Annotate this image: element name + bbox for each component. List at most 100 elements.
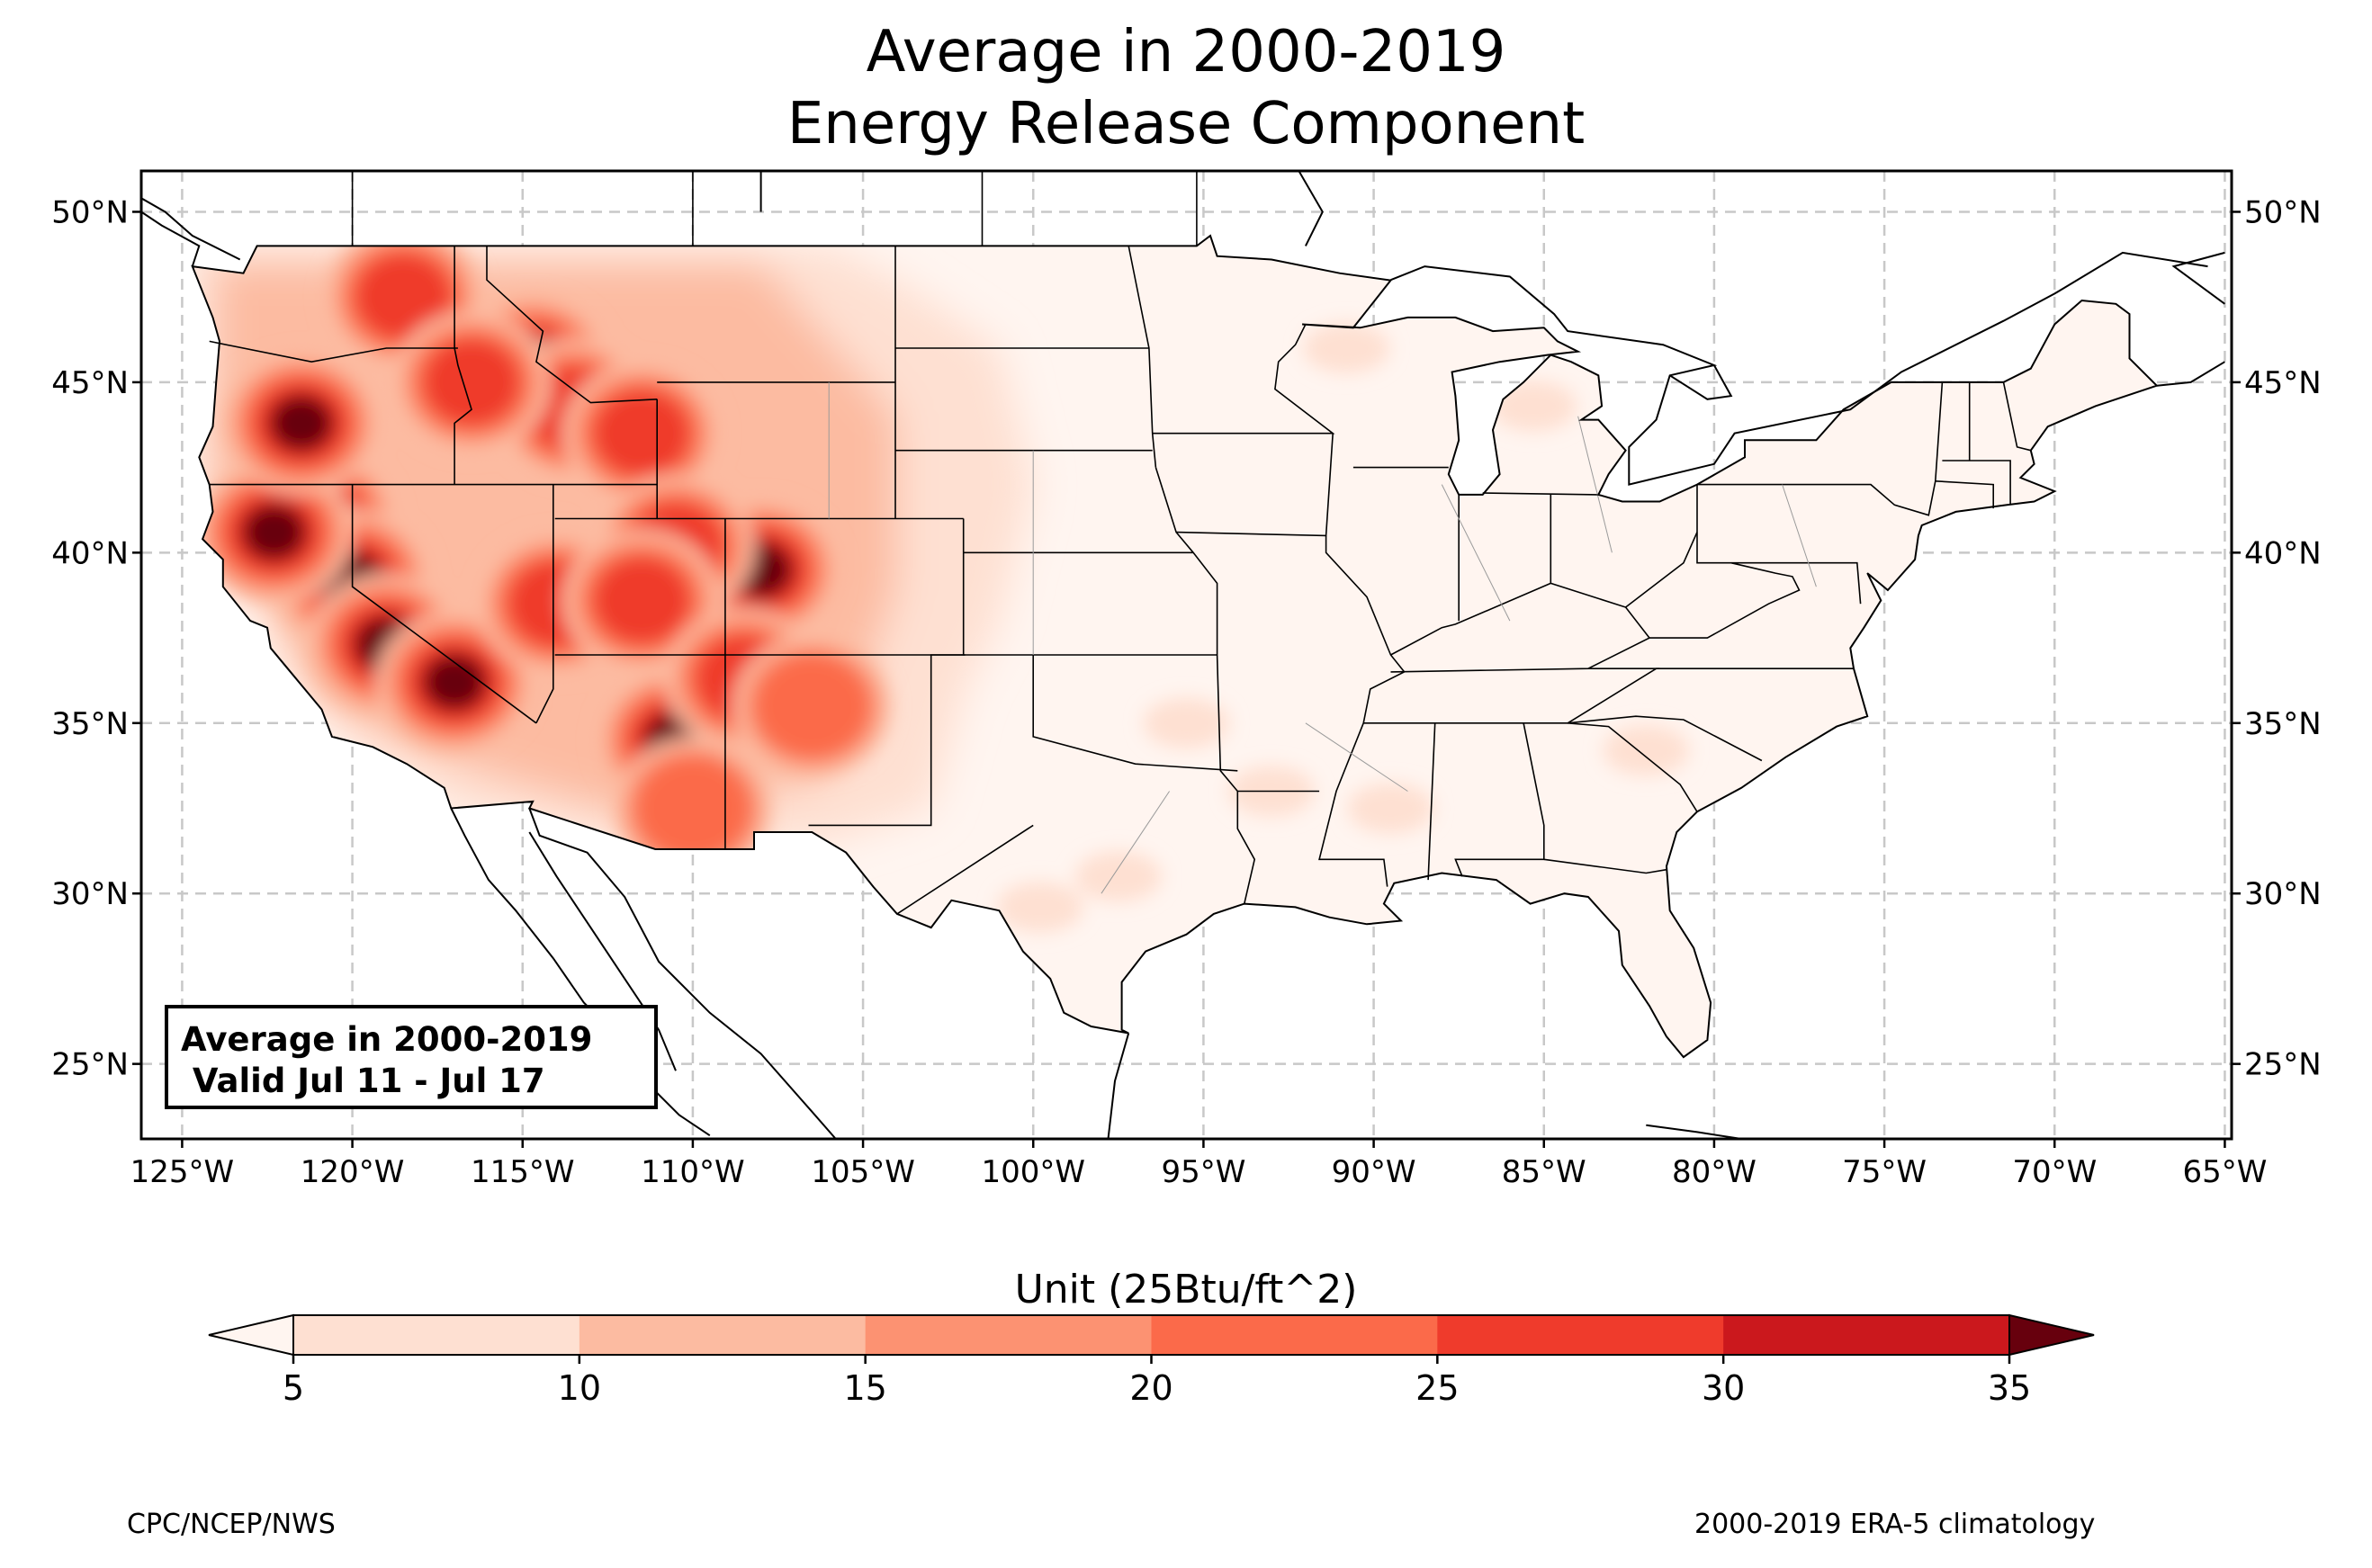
hotspot: [375, 611, 535, 754]
info-box-line-2: Valid Jul 11 - Jul 17: [181, 1062, 545, 1100]
lat-tick-label-right: 45°N: [2244, 365, 2322, 401]
coastline: [141, 197, 241, 261]
colorbar-tick-label: 10: [558, 1368, 601, 1408]
lon-tick-label: 95°W: [1161, 1154, 1245, 1190]
erc-field: [192, 236, 2157, 1058]
lon-tick-label: 75°W: [1842, 1154, 1927, 1190]
sub-boundary: [1441, 484, 1511, 622]
lon-tick-label: 80°W: [1672, 1154, 1757, 1190]
colorbar-tick-label: 20: [1129, 1368, 1173, 1408]
coastline: [2156, 361, 2225, 387]
hotspot-core: [424, 655, 486, 710]
lat-tick-label-left: 35°N: [51, 706, 129, 742]
map-axes: 125°W 120°W 115°W 110°W 105°W 100°W 95°W 90°W 85…: [51, 194, 2321, 1190]
hotspot: [221, 352, 381, 495]
state-boundary: [1128, 246, 1157, 468]
field-patch: [1347, 783, 1434, 834]
coastline: [1298, 171, 1324, 246]
hotspot-ring: [595, 390, 689, 476]
state-boundary: [1942, 460, 2011, 506]
state-boundary: [1935, 480, 1994, 509]
sub-boundary: [1305, 722, 1408, 792]
state-boundary: [1482, 492, 1599, 496]
lat-tick-label-left: 50°N: [51, 194, 129, 230]
state-boundary: [1697, 381, 1944, 516]
state-boundary: [2002, 381, 2031, 452]
sub-boundary: [1577, 416, 1613, 553]
state-boundary: [1543, 858, 1667, 874]
field-patch: [1074, 851, 1162, 902]
map-frame: [139, 169, 2233, 1141]
lon-tick-label: 100°W: [981, 1154, 1085, 1190]
footer-climatology: 2000-2019 ERA-5 climatology: [1694, 1509, 2096, 1540]
hotspot-ring: [634, 756, 750, 861]
state-boundaries: [209, 246, 2031, 915]
footer-source: CPC/NCEP/NWS: [127, 1509, 336, 1540]
colorbar-tick-label: 5: [283, 1368, 304, 1408]
lon-tick-label: 125°W: [130, 1154, 235, 1190]
colorbar-segment: [1723, 1315, 2010, 1355]
lon-tick-label: 90°W: [1332, 1154, 1416, 1190]
state-boundary: [896, 824, 1034, 915]
colorbar-over-arrow: [2008, 1313, 2095, 1357]
chart-title-line-1: Average in 2000-2019: [866, 19, 1506, 85]
lon-tick-label: 70°W: [2012, 1154, 2097, 1190]
coastline: [1390, 251, 2208, 486]
state-boundary: [454, 246, 472, 485]
colorbar-tick-label: 35: [1988, 1368, 2031, 1408]
coastline: [528, 808, 837, 1139]
field-patch: [996, 882, 1083, 933]
colorbar-segment: [579, 1315, 867, 1355]
state-boundary: [1216, 654, 1256, 904]
state-boundary: [351, 484, 537, 724]
hotspot-core: [270, 396, 332, 451]
state-boundary: [1649, 561, 1801, 639]
info-box-line-1: Average in 2000-2019: [181, 1020, 593, 1059]
hotspot: [391, 310, 551, 454]
lon-tick-label: 110°W: [641, 1154, 745, 1190]
state-boundary: [1625, 532, 1698, 608]
lat-tick-label-right: 50°N: [2244, 194, 2322, 230]
lon-tick-label: 105°W: [811, 1154, 915, 1190]
hotspot: [562, 529, 722, 672]
hotspot-ring: [356, 255, 451, 339]
lat-tick-label-left: 30°N: [51, 876, 129, 912]
coastline: [450, 808, 711, 1137]
colorbar-segment: [1151, 1315, 1438, 1355]
field-patch: [1303, 323, 1390, 374]
lon-tick-label: 115°W: [471, 1154, 575, 1190]
colorbar-segment: [1437, 1315, 1724, 1355]
colorbar-segment: [293, 1315, 580, 1355]
colorbar-segment: [865, 1315, 1152, 1355]
coastline: [1107, 1033, 1130, 1139]
state-boundary: [1568, 722, 1698, 812]
hotspot: [613, 737, 772, 880]
hotspot: [732, 634, 892, 778]
info-box: Average in 2000-2019 Valid Jul 11 - Jul …: [165, 1005, 658, 1109]
minor-patches: [996, 323, 1690, 933]
lon-tick-label: 85°W: [1502, 1154, 1586, 1190]
colorbar-unit-label: Unit (25Btu/ft^2): [1014, 1267, 1358, 1313]
state-boundary: [535, 484, 554, 724]
map-plot-area: [141, 171, 2232, 1139]
sub-boundaries: [828, 381, 1817, 894]
state-boundary: [1696, 484, 1862, 605]
colorbar: 5 10 15 20 25 30 35: [208, 1313, 2095, 1408]
neighbor-coastlines: [141, 171, 2225, 1139]
state-boundary: [1152, 324, 1335, 435]
hotspot: [194, 461, 354, 604]
field-patch: [1143, 697, 1230, 748]
colorbar-tick-label: 25: [1415, 1368, 1459, 1408]
us-outline: [191, 234, 2159, 1059]
coastline: [1669, 364, 1733, 400]
hotspot-ring: [754, 654, 870, 758]
lat-tick-label-left: 45°N: [51, 365, 129, 401]
chart-title-line-2: Energy Release Component: [786, 91, 1586, 157]
lat-tick-label-right: 40°N: [2244, 535, 2322, 571]
field-patch: [1490, 381, 1577, 432]
hotspot-ring: [424, 340, 518, 425]
colorbar-tick-label: 30: [1702, 1368, 1745, 1408]
state-boundary: [1568, 715, 1763, 762]
lon-tick-label: 120°W: [301, 1154, 405, 1190]
